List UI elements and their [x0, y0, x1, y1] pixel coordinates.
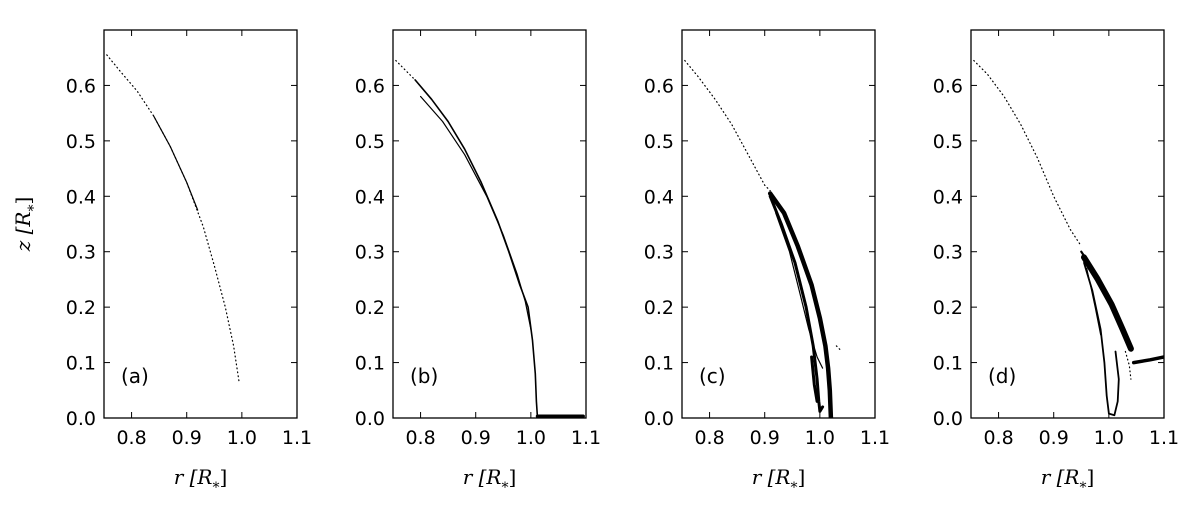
x-axis-label: r [R*]	[174, 465, 228, 496]
y-tick-label: 0.5	[66, 131, 96, 153]
data-series-3	[1080, 250, 1130, 345]
panel-a: 0.8 0.9 1.0 1.1 0.0 0.1 0.2 0.3 0.4 0.5 0.6 (a) r [R…	[11, 29, 312, 496]
panel-label: (c)	[699, 364, 726, 388]
x-tick-label: 1.0	[516, 427, 546, 449]
data-series-4	[1083, 261, 1120, 417]
y-tick-label: 0.2	[355, 297, 385, 319]
x-tick-label: 0.8	[983, 427, 1013, 449]
x-tick-label: 1.0	[227, 427, 257, 449]
data-series-2	[767, 191, 834, 418]
y-tick-label: 0.4	[66, 186, 96, 208]
data-series-1	[684, 59, 771, 192]
x-tick-label: 1.1	[571, 427, 601, 449]
y-tick-label: 0.5	[355, 131, 385, 153]
data-series-1	[973, 59, 1082, 247]
y-axis-label: z [R*]	[11, 197, 42, 253]
x-axis-label: r [R*]	[1041, 465, 1095, 496]
y-tick-label: 0.2	[933, 297, 963, 319]
data-series-6	[1131, 355, 1164, 365]
data-series-5	[810, 355, 819, 403]
plot-frame	[392, 29, 587, 419]
x-tick-label: 0.9	[1039, 427, 1069, 449]
y-tick-label: 0.3	[66, 242, 96, 264]
y-tick-label: 0.2	[644, 297, 674, 319]
x-tick-label: 1.0	[1094, 427, 1124, 449]
panel-label: (b)	[410, 364, 438, 388]
x-axis-label: r [R*]	[463, 465, 517, 496]
data-series-3	[420, 95, 532, 330]
y-tick-label: 0.0	[644, 408, 674, 430]
y-tick-label: 0.4	[644, 186, 674, 208]
y-tick-label: 0.3	[933, 242, 963, 264]
data-series-6	[835, 345, 843, 353]
y-tick-label: 0.1	[644, 353, 674, 375]
series-group	[684, 59, 843, 418]
panel-d: 0.8 0.9 1.0 1.1 0.0 0.1 0.2 0.3 0.4 0.5 0.6 (d) r [R…	[933, 29, 1179, 496]
y-tick-label: 0.0	[355, 408, 385, 430]
data-series-1	[106, 54, 240, 383]
x-axis-label: r [R*]	[752, 465, 806, 496]
y-tick-label: 0.6	[933, 75, 963, 97]
series-group	[973, 59, 1164, 417]
plot-frame	[103, 29, 298, 419]
plot-frame	[681, 29, 876, 419]
data-series-4	[775, 212, 824, 369]
series-group	[395, 59, 585, 418]
y-tick-label: 0.2	[66, 297, 96, 319]
y-tick-label: 0.4	[355, 186, 385, 208]
x-tick-label: 0.8	[694, 427, 724, 449]
x-tick-label: 0.9	[172, 427, 202, 449]
y-tick-label: 0.4	[933, 186, 963, 208]
x-tick-label: 1.1	[1149, 427, 1179, 449]
panel-label: (a)	[121, 364, 149, 388]
y-tick-label: 0.5	[644, 131, 674, 153]
plot-frame	[970, 29, 1165, 419]
x-tick-label: 0.9	[461, 427, 491, 449]
y-tick-label: 0.1	[66, 353, 96, 375]
y-tick-label: 0.0	[933, 408, 963, 430]
x-tick-label: 0.8	[116, 427, 146, 449]
panel-label: (d)	[988, 364, 1016, 388]
x-tick-label: 0.8	[405, 427, 435, 449]
data-series-1	[395, 59, 416, 81]
y-tick-label: 0.6	[66, 75, 96, 97]
data-series-7	[1124, 350, 1132, 380]
y-tick-label: 0.0	[66, 408, 96, 430]
x-tick-label: 0.9	[750, 427, 780, 449]
y-tick-label: 0.6	[355, 75, 385, 97]
data-series-2	[153, 115, 199, 211]
y-tick-label: 0.1	[355, 353, 385, 375]
x-tick-label: 1.0	[805, 427, 835, 449]
panel-c: 0.8 0.9 1.0 1.1 0.0 0.1 0.2 0.3 0.4 0.5 0.6 (c) r [R…	[644, 29, 890, 496]
y-tick-label: 0.3	[644, 242, 674, 264]
data-series-5	[1086, 267, 1102, 336]
x-tick-label: 1.1	[282, 427, 312, 449]
x-tick-label: 1.1	[860, 427, 890, 449]
panel-b: 0.8 0.9 1.0 1.1 0.0 0.1 0.2 0.3 0.4 0.5 0.6 (b) r [R…	[355, 29, 601, 496]
y-tick-label: 0.5	[933, 131, 963, 153]
y-tick-label: 0.1	[933, 353, 963, 375]
y-tick-label: 0.3	[355, 242, 385, 264]
series-group	[106, 54, 240, 383]
y-tick-label: 0.6	[644, 75, 674, 97]
